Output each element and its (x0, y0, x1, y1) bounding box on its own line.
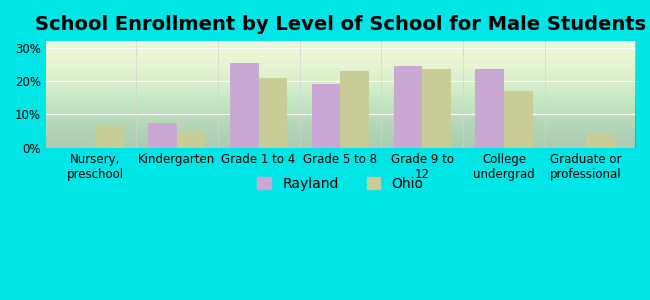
Bar (341, 71, 369, 148)
Bar (177, 131, 205, 148)
Bar (504, 91, 533, 148)
Bar (95, 126, 124, 148)
Bar (230, 63, 259, 148)
Bar (312, 85, 341, 148)
Title: School Enrollment by Level of School for Male Students: School Enrollment by Level of School for… (35, 15, 646, 34)
Bar (586, 134, 614, 148)
Bar (259, 78, 287, 148)
Legend: Rayland, Ohio: Rayland, Ohio (252, 171, 429, 196)
Bar (475, 70, 504, 148)
Bar (394, 66, 422, 148)
Bar (148, 123, 177, 148)
Bar (422, 70, 451, 148)
